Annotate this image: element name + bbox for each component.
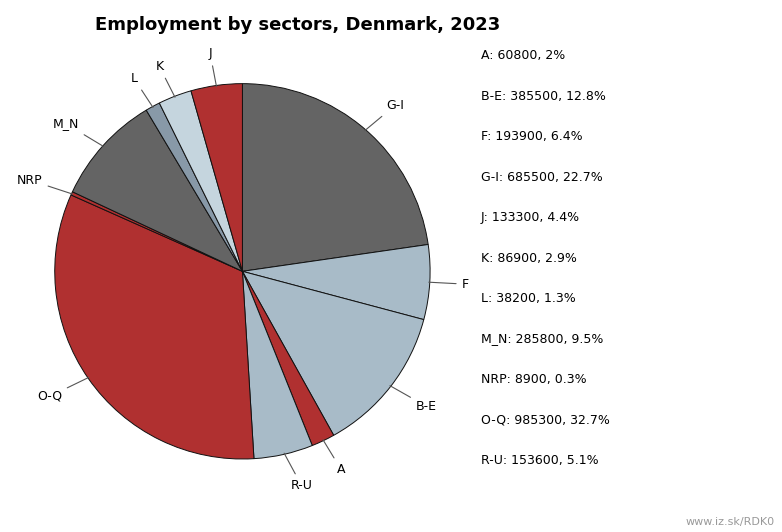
Text: F: 193900, 6.4%: F: 193900, 6.4% — [481, 130, 583, 143]
Wedge shape — [73, 110, 242, 271]
Text: K: 86900, 2.9%: K: 86900, 2.9% — [481, 252, 577, 264]
Wedge shape — [71, 192, 242, 271]
Text: R-U: R-U — [284, 453, 313, 492]
Wedge shape — [242, 271, 334, 445]
Text: K: K — [156, 60, 175, 97]
Wedge shape — [242, 271, 424, 435]
Text: O-Q: 985300, 32.7%: O-Q: 985300, 32.7% — [481, 413, 610, 426]
Text: L: L — [131, 72, 153, 107]
Wedge shape — [242, 271, 312, 459]
Text: A: A — [323, 440, 346, 476]
Text: www.iz.sk/RDK0: www.iz.sk/RDK0 — [685, 517, 774, 527]
Text: NRP: NRP — [17, 173, 73, 194]
Text: G-I: G-I — [365, 99, 404, 130]
Text: R-U: 153600, 5.1%: R-U: 153600, 5.1% — [481, 454, 598, 467]
Text: G-I: 685500, 22.7%: G-I: 685500, 22.7% — [481, 171, 603, 184]
Wedge shape — [55, 195, 254, 459]
Text: F: F — [429, 278, 468, 290]
Wedge shape — [146, 103, 242, 271]
Text: B-E: 385500, 12.8%: B-E: 385500, 12.8% — [481, 90, 606, 103]
Text: J: 133300, 4.4%: J: 133300, 4.4% — [481, 211, 580, 224]
Text: B-E: B-E — [390, 386, 436, 413]
Text: O-Q: O-Q — [37, 377, 89, 403]
Wedge shape — [242, 84, 429, 271]
Text: M_N: M_N — [53, 118, 104, 146]
Text: A: 60800, 2%: A: 60800, 2% — [481, 49, 565, 62]
Wedge shape — [160, 91, 242, 271]
Text: Employment by sectors, Denmark, 2023: Employment by sectors, Denmark, 2023 — [95, 16, 500, 34]
Text: J: J — [209, 47, 217, 86]
Text: NRP: 8900, 0.3%: NRP: 8900, 0.3% — [481, 373, 586, 386]
Wedge shape — [242, 245, 430, 320]
Text: L: 38200, 1.3%: L: 38200, 1.3% — [481, 292, 576, 305]
Wedge shape — [191, 84, 242, 271]
Text: M_N: 285800, 9.5%: M_N: 285800, 9.5% — [481, 332, 603, 345]
